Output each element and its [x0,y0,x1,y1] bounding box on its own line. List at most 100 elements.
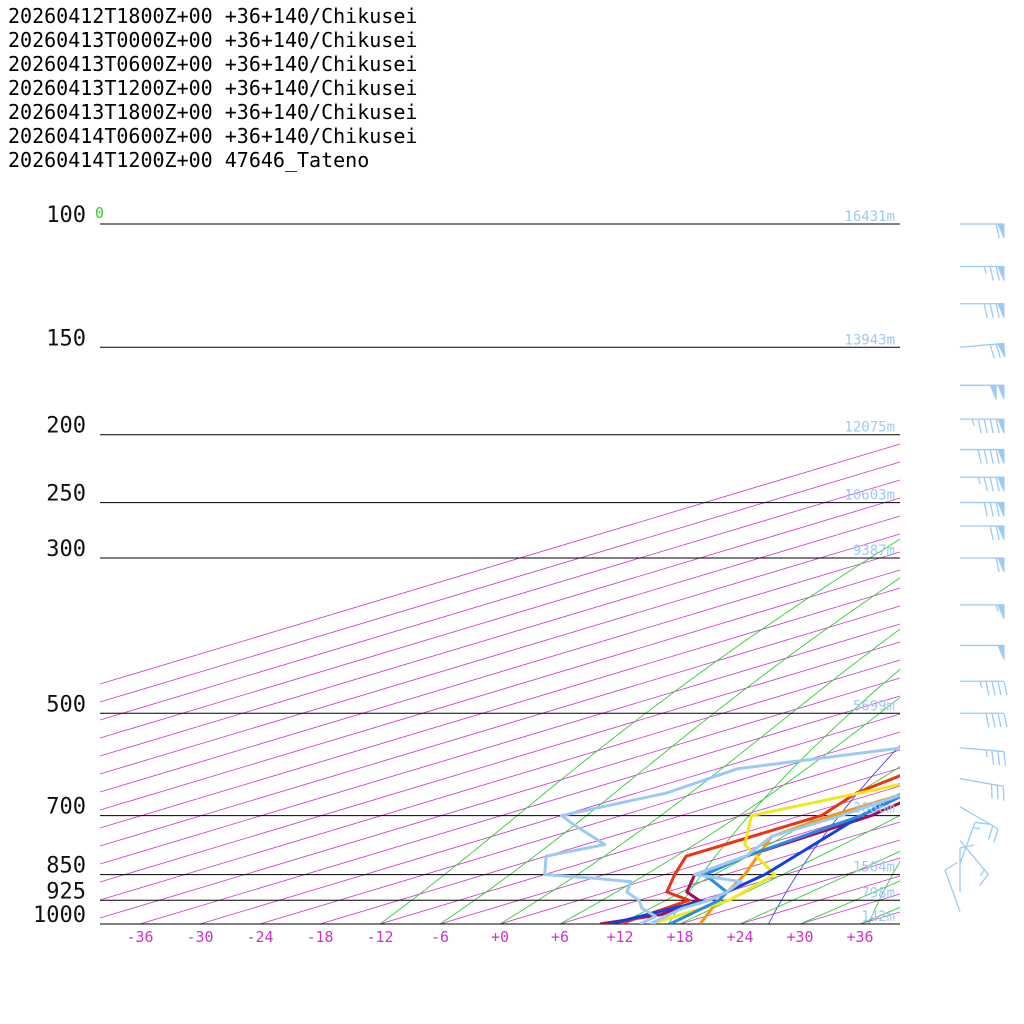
isotherm-line [100,677,900,919]
theta-labels: 0320330340350360370380390400410 [95,204,104,222]
wind-barb [960,557,1005,573]
height-label: 5699m [853,698,895,714]
isotherm-line [100,569,900,811]
moist-adiabat-line [379,538,900,924]
pressure-label: 300 [46,537,86,562]
pressure-label: 1000 [33,903,86,928]
legend-entry-3: 20260413T0600Z+00 +36+140/Chikusei [8,52,418,76]
legend: 20260412T1800Z+00 +36+140/Chikusei 20260… [8,4,417,172]
x-tick-label: +30 [786,928,813,946]
wind-barb [959,840,989,886]
wind-barb [959,342,1006,359]
height-labels: 16431m 13943m 12075m 10603m 9387m 5699m 3086m 1… [844,209,895,925]
height-label: 798m [861,885,895,901]
pressure-label: 150 [46,326,86,351]
sounding-series [543,746,900,924]
isotherm-line [100,515,900,757]
x-tick-label: +6 [551,928,569,946]
isotherm-grid [100,224,1024,924]
legend-entry-1: 20260412T1800Z+00 +36+140/Chikusei [8,4,418,28]
moist-adiabat-grid [379,538,900,924]
isotherm-line [139,695,900,924]
pressure-label: 925 [46,879,86,904]
x-tick-label: +12 [606,928,633,946]
x-tick-label: -36 [126,928,153,946]
wind-barb [959,778,1005,801]
height-label: 9387m [853,543,895,559]
moist-adiabat-line [499,628,900,924]
wind-barb [960,476,1005,492]
series-line-1 [599,801,900,924]
height-label: 3086m [853,801,895,817]
wind-barbs [944,223,1008,912]
dry-adiabat-grid [668,224,1024,924]
isotherm-line [259,731,900,924]
isotherm-line [859,911,900,924]
isotherm-line [559,821,900,924]
series-line-6 [669,795,900,924]
wind-barb [960,501,1005,517]
isotherm-line [100,623,900,865]
dry-adiabat-line [868,860,900,924]
series-line-5 [609,792,900,924]
pressure-label: 500 [46,692,86,717]
isotherm-line [100,551,900,793]
legend-entry-4: 20260413T1200Z+00 +36+140/Chikusei [8,76,418,100]
x-tick-labels: -36 -30 -24 -18 -12 -6 +0 +6 +12 +18 +24 +30 +36 [126,928,873,946]
legend-entry-7: 20260414T1200Z+00 47646_Tateno [8,148,370,172]
isotherm-line [100,497,900,739]
series-line-8 [543,746,900,924]
height-label: 1504m [853,860,895,876]
height-label: 16431m [844,209,895,225]
x-tick-label: -12 [366,928,393,946]
pressure-label: 100 [46,203,86,228]
x-tick-label: +24 [726,928,753,946]
series-line-2 [619,774,900,924]
wind-barb [960,712,1008,728]
x-tick-label: -6 [431,928,449,946]
pressure-label: 200 [46,414,86,439]
wind-barb [960,604,1005,620]
isotherm-line [100,587,900,829]
wind-barb [959,747,1007,766]
legend-entry-5: 20260413T1800Z+00 +36+140/Chikusei [8,100,418,124]
height-label: 10603m [844,488,895,504]
moist-adiabat-line [559,696,900,924]
height-label: 13943m [844,332,895,348]
wind-barb [960,418,1005,434]
wind-barb [960,525,1005,541]
isotherm-line [100,479,900,721]
isotherm-line [100,461,900,703]
wind-barb [944,862,961,912]
pressure-level-lines [100,223,900,925]
wind-barb [959,821,990,864]
legend-entry-6: 20260414T0600Z+00 +36+140/Chikusei [8,124,418,148]
isotherm-line [100,533,900,775]
isotherm-line [319,749,900,924]
isotherm-line [379,767,900,924]
pressure-label: 850 [46,854,86,879]
x-tick-label: -24 [246,928,273,946]
wind-barb [960,448,1005,464]
dry-adiabat-line [969,224,1024,924]
isotherm-line [199,713,900,924]
wind-barb [960,303,1005,318]
pressure-label: 250 [46,482,86,507]
height-label: 12075m [844,420,895,436]
pressure-label: 700 [46,795,86,820]
isotherm-line [920,224,1024,924]
isotherm-line [100,659,900,901]
isotherm-line [499,803,900,924]
wind-barb [960,265,1005,281]
wind-barb [960,680,1008,696]
x-tick-label: +18 [666,928,693,946]
wind-barb [959,844,975,892]
isotherm-line [100,605,900,847]
dry-adiabat-line [668,668,900,924]
wind-barb [960,644,1005,660]
isotherm-line [439,785,900,924]
wind-barb [960,384,1005,400]
x-tick-label: +36 [846,928,873,946]
